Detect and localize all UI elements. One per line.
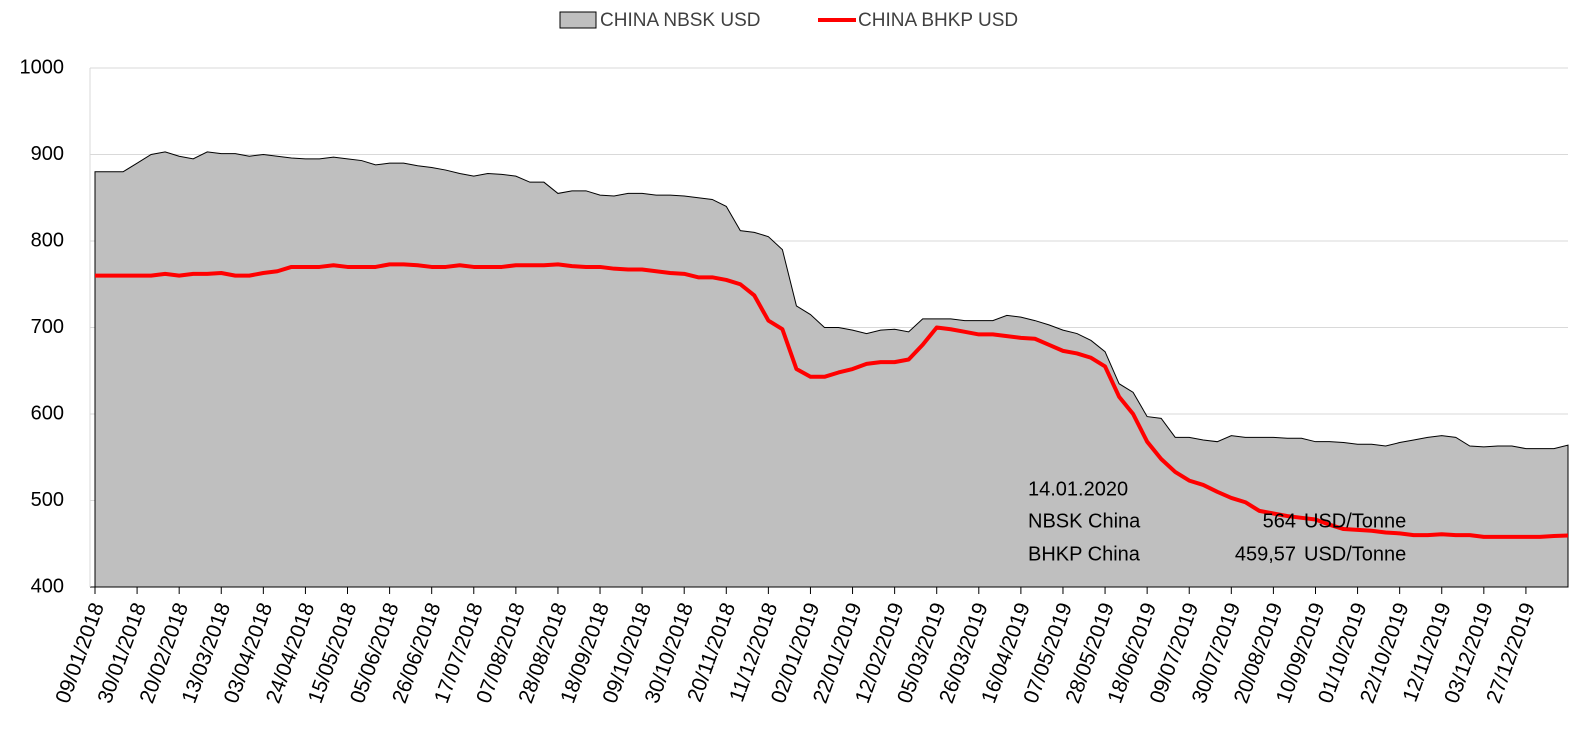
legend-label: CHINA NBSK USD: [600, 10, 760, 31]
line: [95, 262, 1569, 539]
legend-label: CHINA BHKP USD: [858, 10, 1018, 31]
annotation-name: NBSK China: [1028, 510, 1141, 532]
area: [94, 151, 1569, 588]
y-tick-label: 900: [31, 143, 64, 165]
annotation-unit: USD/Tonne: [1304, 510, 1406, 532]
annotation-value: 564: [1263, 510, 1296, 532]
annotation-value: 459,57: [1235, 543, 1296, 565]
y-tick-label: 700: [31, 316, 64, 338]
y-tick-label: 1000: [20, 56, 65, 78]
y-tick-label: 400: [31, 575, 64, 597]
annotation-unit: USD/Tonne: [1304, 543, 1406, 565]
y-tick-label: 800: [31, 229, 64, 251]
annotation-date: 14.01.2020: [1028, 478, 1128, 500]
annotation-name: BHKP China: [1028, 543, 1141, 565]
y-tick-label: 600: [31, 402, 64, 424]
y-tick-label: 500: [31, 489, 64, 511]
legend-swatch: [559, 11, 597, 29]
